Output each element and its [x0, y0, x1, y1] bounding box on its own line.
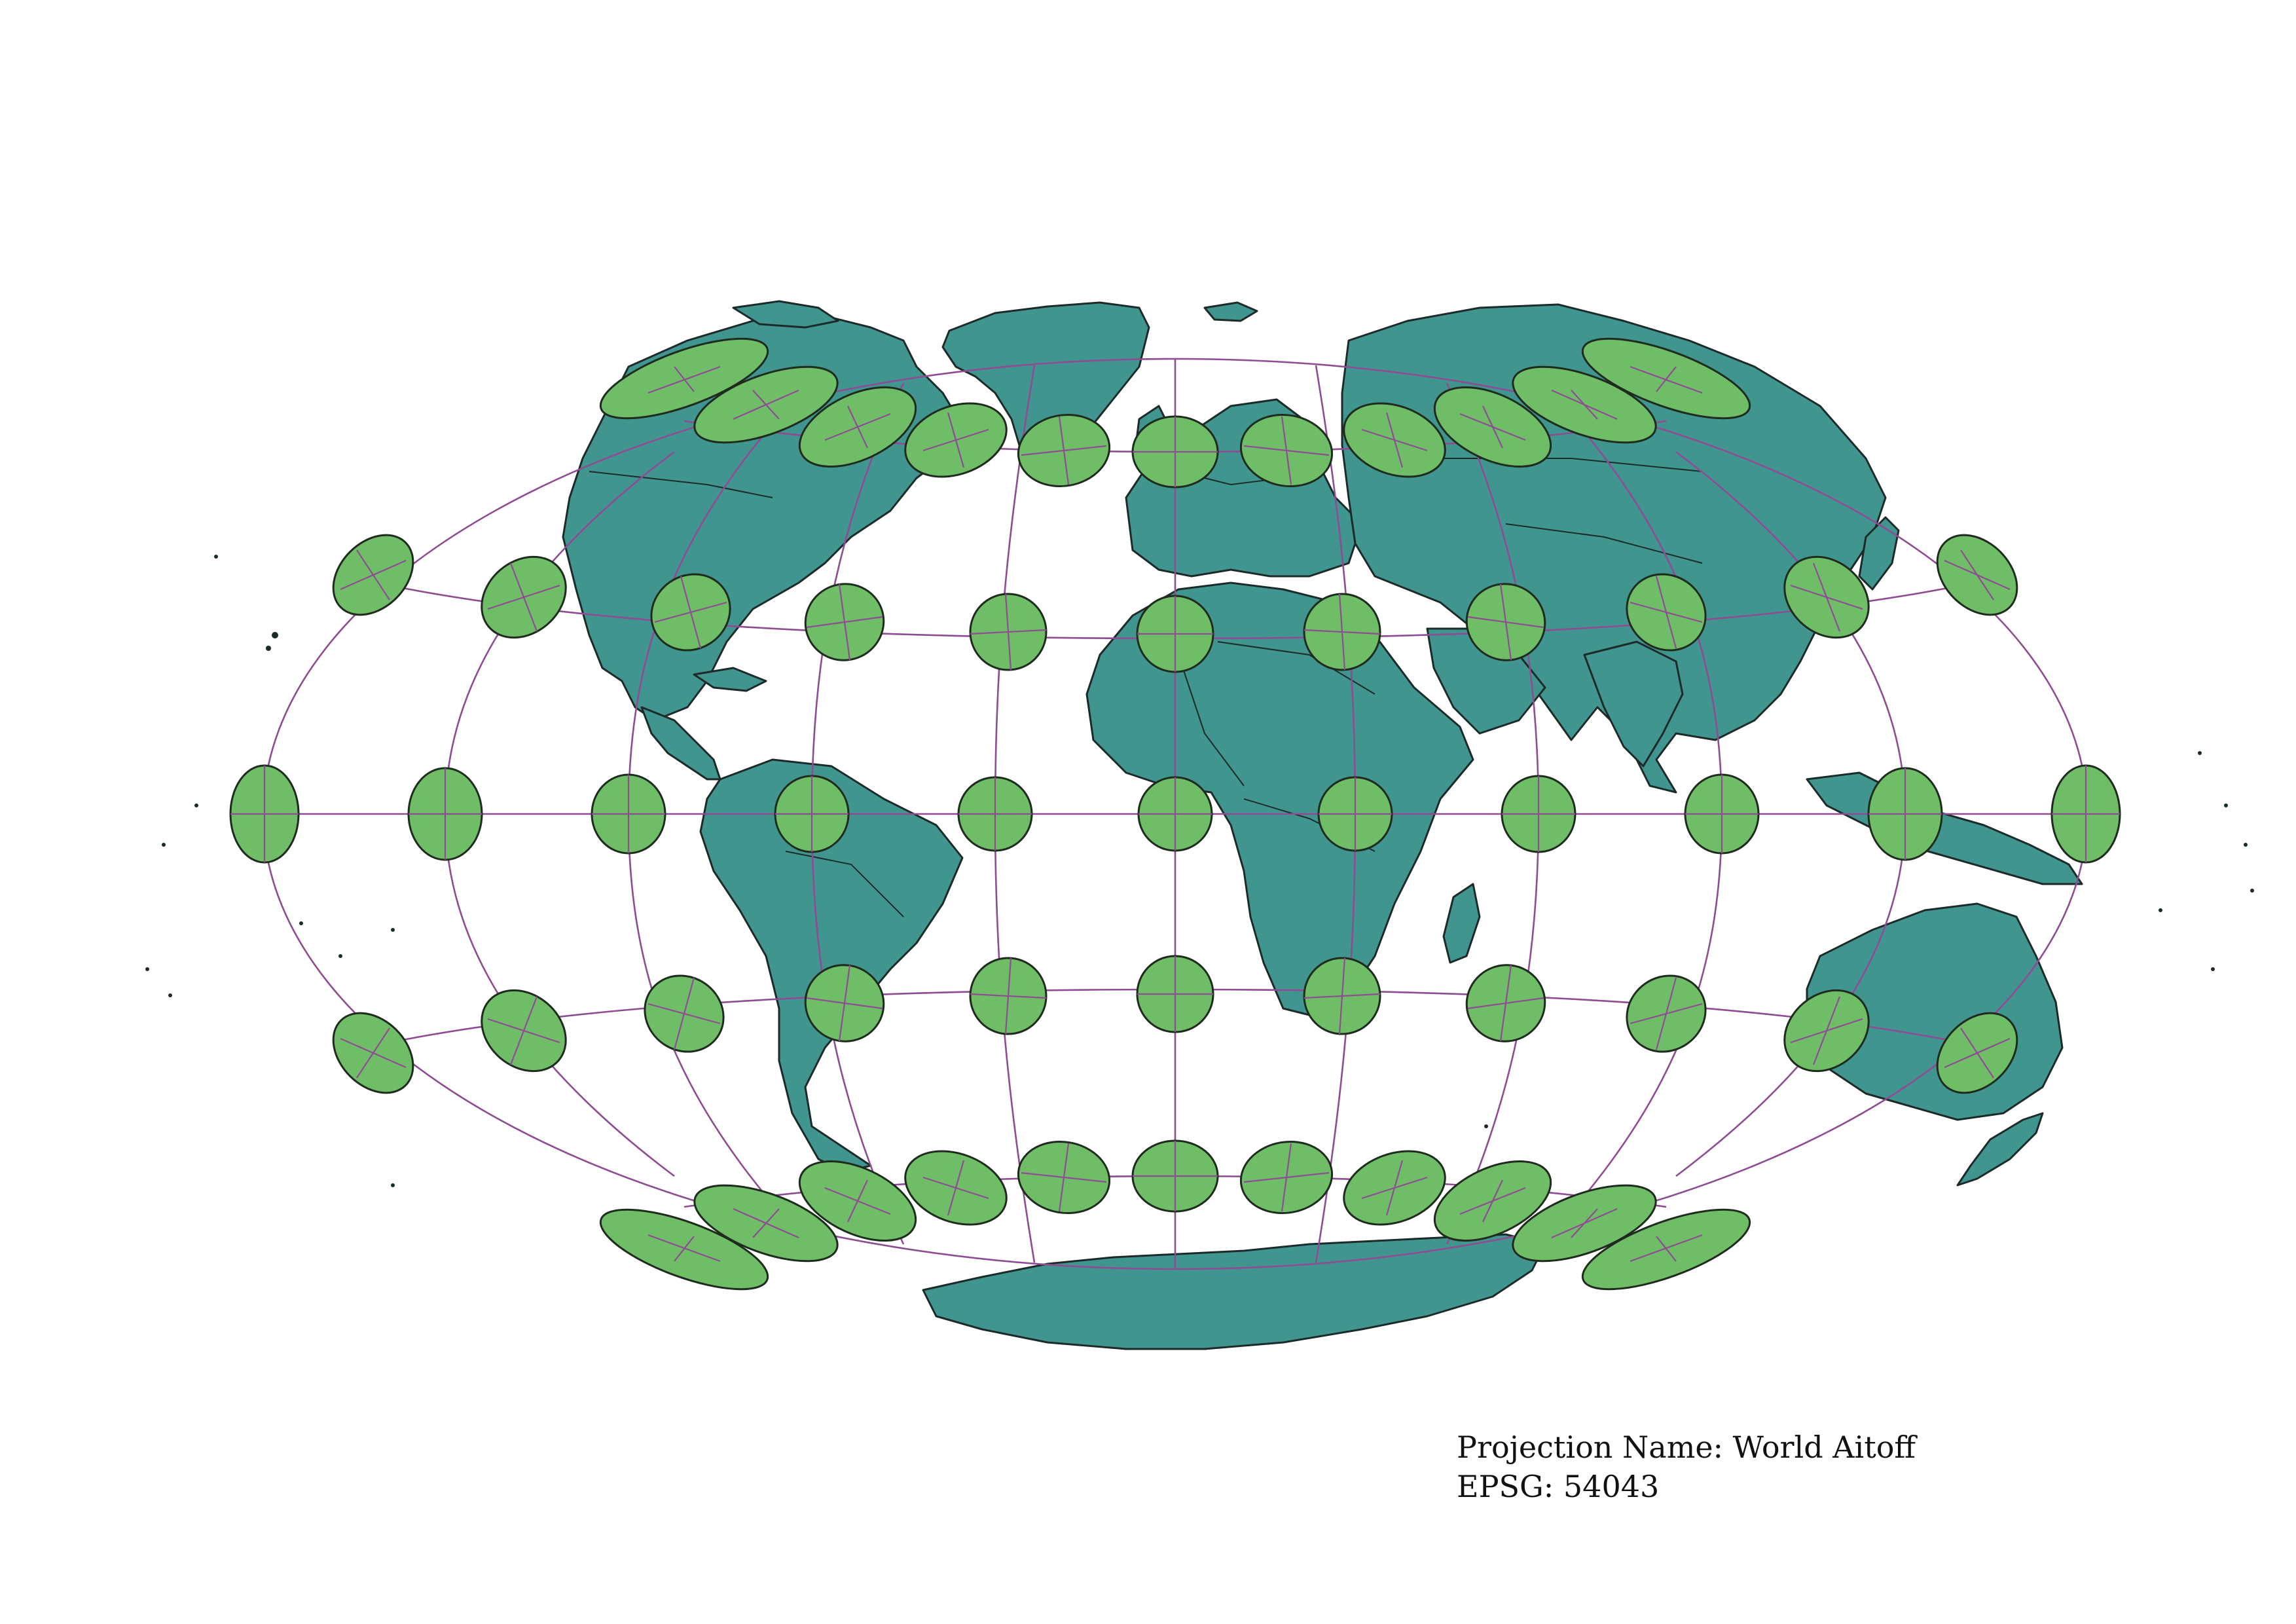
tissot-circle	[798, 386, 917, 468]
tissot-circle	[693, 365, 839, 444]
tissot-circle	[1343, 1150, 1446, 1226]
projection-name-label: Projection Name: World Aitoff	[1457, 1430, 1916, 1465]
indonesia	[1806, 771, 2083, 885]
japan	[1858, 516, 1900, 591]
tissot-circle	[1783, 555, 1870, 639]
tissot-circle	[798, 1160, 917, 1242]
tissot-circle	[957, 776, 1033, 852]
tissot-circle	[591, 773, 666, 855]
tissot-circle	[1867, 767, 1943, 861]
epsg-code-label: EPSG: 54043	[1457, 1469, 1660, 1504]
tissot-circle	[650, 573, 731, 652]
tissot-circle	[904, 1150, 1008, 1226]
tissot-circle	[1136, 595, 1214, 673]
tissot-circle	[1626, 573, 1707, 652]
tissot-circle	[804, 964, 885, 1043]
tissot-circle	[1017, 413, 1111, 488]
tissot-circle	[904, 402, 1008, 478]
tissot-circle	[1501, 775, 1576, 853]
tissot-circle	[1303, 593, 1381, 671]
tissot-circle	[774, 775, 850, 853]
tissot-indicatrices	[229, 337, 2121, 1291]
tissot-circle	[969, 593, 1048, 671]
tissot-circle	[1239, 1140, 1334, 1215]
new-zealand	[1956, 1112, 2044, 1187]
tissot-circle	[481, 989, 567, 1073]
tissot-circle	[1343, 402, 1446, 478]
tissot-circle	[1465, 964, 1546, 1043]
tissot-circle	[1626, 974, 1707, 1053]
tissot-circle	[1239, 413, 1334, 488]
tissot-circle	[1581, 337, 1751, 420]
northern-islands	[1203, 301, 1258, 322]
tissot-circle	[1131, 1139, 1219, 1213]
tissot-circle	[229, 764, 300, 864]
tissot-circle	[1131, 415, 1219, 489]
tissot-circle	[332, 534, 414, 616]
tissot-circle	[481, 555, 567, 639]
tissot-circle	[1936, 1012, 2018, 1094]
tissot-circle	[1317, 776, 1393, 852]
tissot-circle	[1136, 955, 1214, 1033]
tissot-circle	[1433, 1160, 1552, 1242]
tissot-circle	[969, 957, 1048, 1035]
tissot-circle	[1512, 365, 1657, 444]
tissot-circle	[407, 767, 483, 861]
tissot-circle	[1936, 534, 2018, 616]
tissot-circle	[1581, 1208, 1751, 1291]
tissot-circle	[1512, 1184, 1657, 1263]
island-specks	[145, 555, 2254, 1187]
tissot-circle	[804, 583, 885, 661]
tissot-circle	[1783, 989, 1870, 1073]
tissot-circle	[599, 337, 769, 420]
tissot-circle	[2050, 764, 2121, 864]
south-america	[699, 758, 964, 1173]
tissot-circle	[599, 1208, 769, 1291]
antarctica	[922, 1233, 1546, 1350]
central-america	[640, 706, 721, 781]
tissot-circle	[1017, 1140, 1111, 1215]
caribbean-islands	[693, 667, 767, 692]
tissot-circle	[1433, 386, 1552, 468]
tissot-circle	[693, 1184, 839, 1263]
madagascar	[1442, 883, 1481, 964]
tissot-circle	[644, 974, 725, 1053]
tissot-circle	[332, 1012, 414, 1094]
india	[1583, 640, 1684, 767]
tissot-circle	[1465, 583, 1546, 661]
arctic-islands	[732, 300, 839, 329]
tissot-circle	[1137, 776, 1213, 852]
tissot-circle	[1303, 957, 1381, 1035]
tissot-circle	[1684, 773, 1760, 855]
